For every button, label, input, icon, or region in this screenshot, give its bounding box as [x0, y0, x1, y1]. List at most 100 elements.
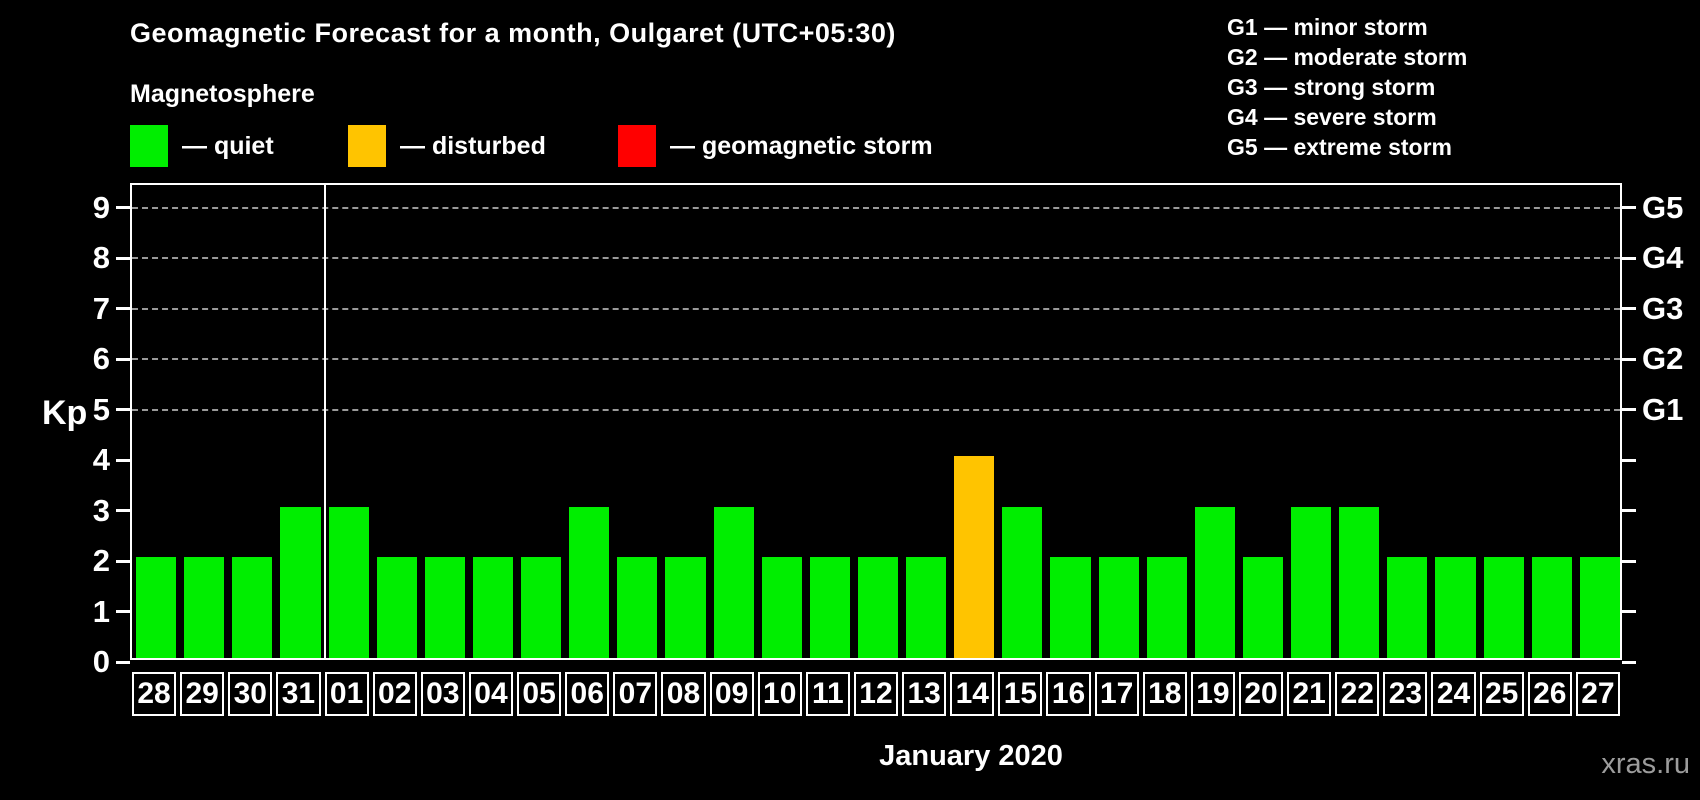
y-axis-label-6: 6	[92, 341, 110, 377]
kp-bar-day-24	[1435, 557, 1476, 658]
day-label-24: 24	[1431, 672, 1476, 716]
plot-area: 0 1 2 3 4 5 6 7 8 9 G1 G2 G3 G4 G5	[93, 183, 1683, 679]
kp-bar-day-18	[1146, 557, 1187, 658]
y-axis-label-3: 3	[92, 492, 110, 528]
kp-bar-day-07	[617, 557, 658, 658]
g4-legend-line: G4 — severe storm	[1227, 104, 1437, 130]
y-axis-tick-left-0	[116, 660, 130, 664]
kp-bar-day-29	[184, 557, 225, 658]
kp-bar-day-20	[1242, 557, 1284, 658]
g-axis-label-g2: G2	[1642, 341, 1684, 377]
g-scale-legend: G1 — minor storm G2 — moderate storm G3 …	[1227, 12, 1467, 162]
disturbed-color-swatch	[348, 125, 386, 167]
day-label-04: 04	[468, 672, 514, 716]
g-axis-label-g5: G5	[1642, 189, 1684, 225]
kp-bar-day-15	[1002, 506, 1043, 658]
y-axis-label-0: 0	[92, 644, 110, 679]
day-label-27: 27	[1575, 672, 1620, 716]
y-axis-tick-left-4	[116, 458, 130, 462]
gridline-kp5	[132, 408, 1620, 411]
day-label-25: 25	[1479, 672, 1524, 716]
day-label-22: 22	[1335, 672, 1380, 716]
y-axis-tick-left-6	[116, 357, 130, 361]
kp-bar-day-25	[1483, 557, 1524, 658]
y-axis-tick-left-5	[116, 408, 130, 412]
day-label-10: 10	[757, 672, 802, 716]
day-label-18: 18	[1142, 672, 1187, 716]
kp-bar-day-06	[569, 506, 610, 658]
gridline-kp6	[132, 358, 1620, 361]
y-axis-tick-right-2	[1622, 559, 1636, 563]
day-label-13: 13	[902, 672, 947, 716]
y-axis-title: Kp	[42, 394, 88, 432]
gridline-kp9	[132, 206, 1620, 209]
kp-bar-day-12	[857, 557, 899, 658]
gridline-kp7	[132, 307, 1620, 310]
day-label-02: 02	[372, 672, 417, 716]
g-axis-label-g4: G4	[1642, 240, 1684, 276]
g3-legend-line: G3 — strong storm	[1227, 74, 1436, 100]
kp-bar-day-26	[1531, 557, 1572, 658]
legend-item-disturbed: — disturbed	[348, 125, 546, 167]
y-axis-label-2: 2	[92, 543, 110, 579]
y-axis-tick-right-1	[1622, 610, 1636, 614]
kp-bar-day-28	[136, 557, 177, 658]
kp-bar-day-21	[1291, 506, 1332, 658]
kp-bar-day-22	[1339, 506, 1380, 658]
y-axis-tick-left-1	[116, 610, 130, 614]
g-axis-label-g1: G1	[1642, 391, 1684, 427]
quiet-color-swatch	[130, 125, 168, 167]
magnetosphere-label: Magnetosphere	[130, 80, 315, 108]
y-axis-tick-left-2	[116, 559, 130, 563]
day-label-12: 12	[853, 672, 899, 716]
g-axis-label-g3: G3	[1642, 290, 1684, 326]
y-axis-label-8: 8	[92, 240, 110, 276]
day-label-16: 16	[1046, 672, 1091, 716]
day-label-06: 06	[565, 672, 610, 716]
y-axis-tick-right-6	[1622, 357, 1636, 361]
day-label-17: 17	[1094, 672, 1139, 716]
kp-bar-day-01	[328, 506, 369, 658]
kp-bar-day-27	[1579, 557, 1620, 658]
g1-legend-line: G1 — minor storm	[1227, 14, 1428, 40]
y-axis-tick-right-9	[1622, 206, 1636, 210]
kp-bar-day-11	[809, 557, 850, 658]
kp-bar-day-04	[472, 557, 514, 658]
y-axis-tick-right-3	[1622, 509, 1636, 513]
kp-bar-day-10	[761, 557, 802, 658]
y-axis-tick-right-8	[1622, 256, 1636, 260]
day-label-07: 07	[613, 672, 658, 716]
day-label-20: 20	[1238, 672, 1284, 716]
legend-label-quiet: — quiet	[182, 131, 274, 160]
day-label-29: 29	[180, 672, 225, 716]
day-label-03: 03	[420, 672, 465, 716]
kp-bar-day-02	[376, 557, 417, 658]
y-axis-tick-right-0	[1622, 660, 1636, 664]
day-label-28: 28	[132, 672, 177, 716]
g2-legend-line: G2 — moderate storm	[1227, 44, 1468, 70]
y-axis-tick-right-7	[1622, 307, 1636, 311]
y-axis-label-7: 7	[92, 290, 110, 326]
y-axis-tick-right-5	[1622, 408, 1636, 412]
day-label-11: 11	[805, 672, 850, 716]
page-title: Geomagnetic Forecast for a month, Oulgar…	[130, 18, 896, 48]
kp-bar-day-14	[954, 456, 995, 658]
kp-bar-day-17	[1098, 557, 1139, 658]
y-axis-tick-left-3	[116, 509, 130, 513]
day-label-26: 26	[1527, 672, 1572, 716]
legend-item-storm: — geomagnetic storm	[618, 125, 933, 167]
day-label-08: 08	[661, 672, 706, 716]
gridline-kp8	[132, 257, 1620, 260]
legend-label-disturbed: — disturbed	[400, 131, 546, 160]
kp-bar-day-16	[1050, 557, 1091, 658]
day-label-05: 05	[517, 672, 562, 716]
y-axis-tick-left-8	[116, 256, 130, 260]
kp-bar-day-09	[713, 506, 754, 658]
day-label-23: 23	[1383, 672, 1428, 716]
kp-bar-day-13	[906, 557, 947, 658]
day-label-14: 14	[950, 672, 995, 716]
x-axis-title: January 2020	[879, 740, 1063, 772]
day-label-19: 19	[1190, 672, 1235, 716]
y-axis-label-4: 4	[92, 442, 110, 478]
